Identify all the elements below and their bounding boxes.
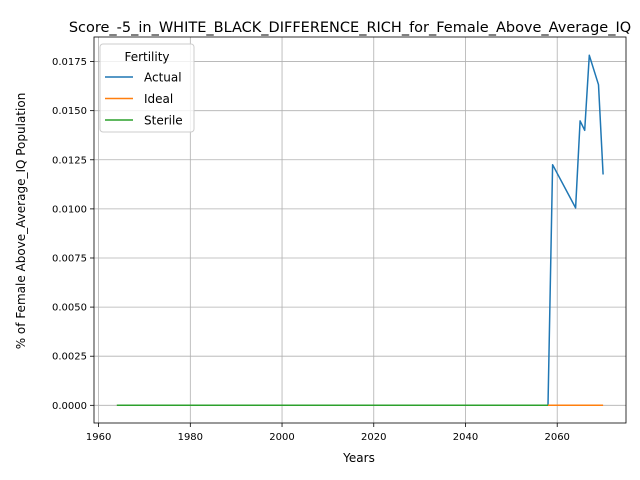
chart-title: Score_-5_in_WHITE_BLACK_DIFFERENCE_RICH_… bbox=[69, 20, 631, 36]
legend-entries: Actual Ideal Sterile bbox=[105, 71, 183, 128]
y-axis-label: % of Female Above_Average_IQ Population bbox=[14, 93, 28, 350]
plot-area-frame bbox=[93, 36, 627, 424]
y-tick-label: 0.0150 bbox=[52, 106, 87, 117]
x-axis-ticks: 1960 1980 2000 2020 2040 2060 bbox=[86, 423, 570, 443]
legend-label-sterile: Sterile bbox=[144, 114, 183, 128]
x-tick-label: 1980 bbox=[178, 432, 203, 443]
legend-label-actual: Actual bbox=[144, 71, 182, 85]
series-lines bbox=[116, 54, 604, 407]
series-line-actual bbox=[116, 54, 604, 407]
x-tick-label: 2000 bbox=[269, 432, 294, 443]
x-tick-label: 1960 bbox=[86, 432, 111, 443]
y-tick-label: 0.0175 bbox=[52, 57, 87, 68]
legend: Fertility Actual Ideal Sterile bbox=[99, 43, 195, 133]
y-tick-label: 0.0025 bbox=[52, 352, 87, 363]
y-axis-ticks: 0.0000 0.0025 0.0050 0.0075 0.0100 0.0125 0.01… bbox=[52, 57, 94, 412]
y-tick-label: 0.0100 bbox=[52, 204, 87, 215]
x-axis-label: Years bbox=[342, 451, 375, 465]
legend-label-ideal: Ideal bbox=[144, 92, 173, 106]
x-tick-label: 2060 bbox=[544, 432, 569, 443]
y-tick-label: 0.0000 bbox=[52, 401, 87, 412]
y-tick-label: 0.0125 bbox=[52, 155, 87, 166]
grid bbox=[94, 37, 626, 423]
x-tick-label: 2020 bbox=[361, 432, 386, 443]
y-tick-label: 0.0075 bbox=[52, 253, 87, 264]
y-tick-label: 0.0050 bbox=[52, 303, 87, 314]
x-tick-label: 2040 bbox=[453, 432, 478, 443]
legend-title: Fertility bbox=[124, 50, 169, 64]
legend-box bbox=[99, 43, 195, 133]
